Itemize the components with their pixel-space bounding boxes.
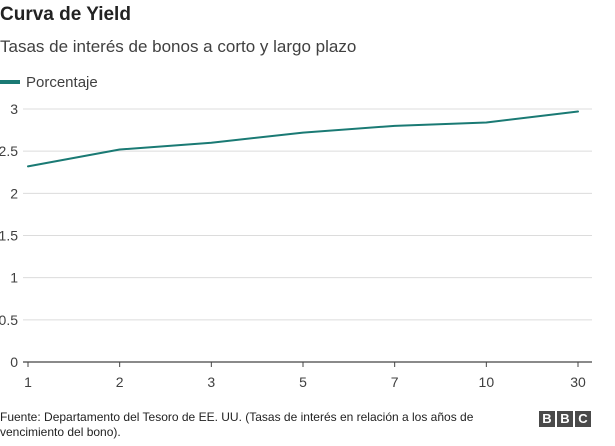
chart-title: Curva de Yield xyxy=(0,4,131,25)
x-tick-label: 2 xyxy=(116,374,124,390)
x-tick-label: 7 xyxy=(391,374,399,390)
line-chart: 0 0.5 1 1.5 2 2.5 3 1 2 3 5 7 10 30 xyxy=(0,101,592,390)
x-tick-label: 30 xyxy=(570,374,586,390)
x-tick-label: 3 xyxy=(207,374,215,390)
bbc-logo-letter: C xyxy=(575,411,591,427)
x-tick-label: 10 xyxy=(479,374,495,390)
y-tick-label: 2 xyxy=(10,185,18,201)
grid-layer xyxy=(23,108,592,321)
y-tick-label: 1 xyxy=(10,270,18,286)
series-line xyxy=(27,110,579,168)
bbc-logo-letter: B xyxy=(539,411,555,427)
y-tick-label: 0.5 xyxy=(0,312,18,328)
y-tick-label: 3 xyxy=(10,101,18,117)
source-note: Fuente: Departamento del Tesoro de EE. U… xyxy=(0,410,474,439)
x-tick-label: 1 xyxy=(24,374,32,390)
legend: Porcentaje xyxy=(0,72,98,92)
series-layer xyxy=(27,110,579,168)
y-tick-label: 2.5 xyxy=(0,143,18,159)
bbc-logo-letter: B xyxy=(557,411,573,427)
x-tick-layer: 1 2 3 5 7 10 30 xyxy=(24,362,586,390)
legend-label: Porcentaje xyxy=(26,73,98,91)
bbc-logo: B B C xyxy=(539,411,591,427)
legend-swatch xyxy=(0,80,20,84)
axis-layer: 0 0.5 1 1.5 2 2.5 3 xyxy=(0,101,592,370)
y-tick-label: 1.5 xyxy=(0,228,18,244)
x-tick-label: 5 xyxy=(299,374,307,390)
y-tick-label: 0 xyxy=(10,354,18,370)
chart-subtitle: Tasas de interés de bonos a corto y larg… xyxy=(0,37,357,56)
